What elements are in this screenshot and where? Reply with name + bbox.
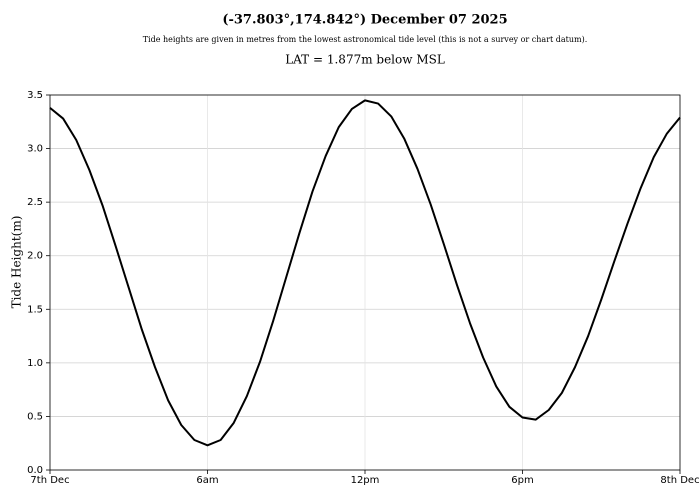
- tide-line: [49, 99, 681, 447]
- x-tick-label: 12pm: [351, 475, 380, 486]
- chart-subtitle: Tide heights are given in metres from th…: [143, 35, 588, 44]
- x-tick-label: 6pm: [511, 475, 533, 486]
- y-tick-label: 2.0: [27, 251, 43, 262]
- x-tick-label: 6am: [196, 475, 218, 486]
- y-tick-label: 3.5: [27, 90, 43, 101]
- y-tick-label: 1.0: [27, 358, 43, 369]
- y-tick-label: 0.5: [27, 411, 43, 422]
- annotation: LAT = 1.877m below MSL: [285, 53, 445, 67]
- y-axis-label: Tide Height(m): [10, 216, 24, 309]
- y-tick-label: 1.5: [27, 304, 43, 315]
- y-tick-label: 2.5: [27, 197, 43, 208]
- plot-frame: [49, 94, 681, 471]
- y-tick-label: 0.0: [27, 465, 43, 476]
- x-tick-label: 8th Dec: [660, 475, 699, 486]
- chart-title: (-37.803°,174.842°) December 07 2025: [222, 13, 507, 28]
- x-tick-label: 7th Dec: [30, 475, 69, 486]
- y-tick-label: 3.0: [27, 144, 43, 155]
